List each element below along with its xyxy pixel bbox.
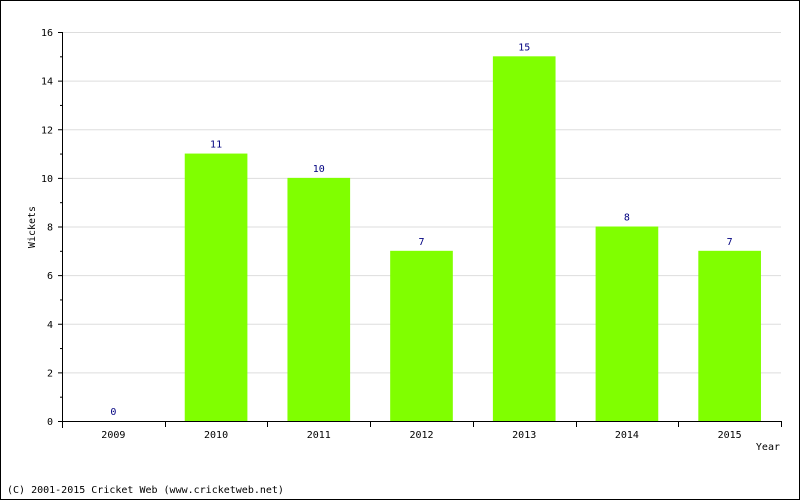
data-label: 8 <box>624 213 630 224</box>
y-tick-label: 14 <box>41 77 53 88</box>
y-axis-label: Wickets <box>27 206 38 248</box>
x-tick-label: 2011 <box>307 430 331 441</box>
data-label: 11 <box>210 140 222 151</box>
y-tick-label: 4 <box>47 320 53 331</box>
data-label: 0 <box>110 407 116 418</box>
x-tick-label: 2014 <box>615 430 639 441</box>
axes <box>58 32 782 428</box>
copyright-text: (C) 2001-2015 Cricket Web (www.cricketwe… <box>7 485 284 496</box>
y-tick-label: 8 <box>47 223 53 234</box>
x-tick-label: 2009 <box>101 430 125 441</box>
x-tick-label: 2015 <box>718 430 742 441</box>
data-label: 7 <box>727 237 733 248</box>
bar <box>595 226 659 421</box>
bar <box>492 56 556 421</box>
bar <box>698 250 761 421</box>
bars <box>184 56 761 421</box>
data-label: 7 <box>418 237 424 248</box>
x-tick-label: 2012 <box>409 430 433 441</box>
bar <box>287 177 351 421</box>
x-axis-label: Year <box>756 442 780 453</box>
y-tick-label: 0 <box>47 417 53 428</box>
bar <box>184 153 248 421</box>
x-tick-label: 2013 <box>512 430 536 441</box>
bar <box>390 250 453 421</box>
y-tick-label: 10 <box>41 174 53 185</box>
data-label: 15 <box>518 42 530 53</box>
data-label: 10 <box>313 164 325 175</box>
y-tick-label: 6 <box>47 271 53 282</box>
y-tick-label: 12 <box>41 125 53 136</box>
y-tick-label: 16 <box>41 28 53 39</box>
labels: 0 11 10 7 15 8 7 0 2 4 6 8 10 12 14 16 2009 2010 2011 2012 2… <box>41 28 742 441</box>
x-tick-label: 2010 <box>204 430 228 441</box>
y-tick-label: 2 <box>47 368 53 379</box>
